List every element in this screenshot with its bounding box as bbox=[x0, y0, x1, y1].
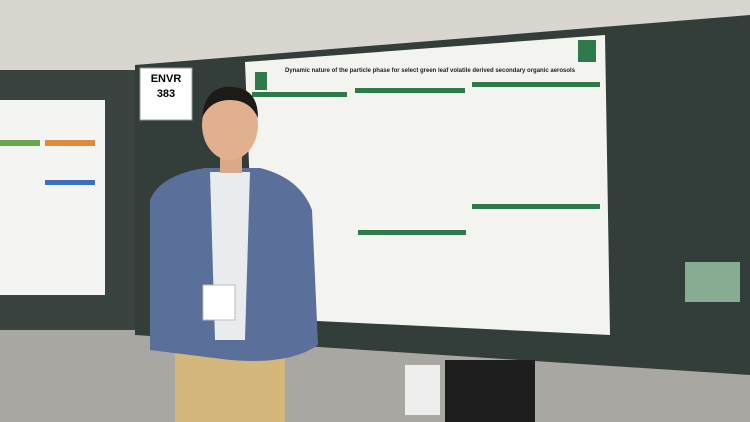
logo bbox=[578, 40, 596, 62]
section-bar bbox=[355, 88, 465, 93]
section-bar bbox=[252, 92, 347, 97]
badge bbox=[202, 284, 236, 321]
section-bar bbox=[472, 204, 600, 209]
logo bbox=[255, 72, 267, 90]
left-poster-bar bbox=[45, 140, 95, 146]
poster-title: Dynamic nature of the particle phase for… bbox=[285, 68, 576, 74]
left-poster bbox=[0, 100, 105, 295]
main-poster bbox=[245, 35, 610, 335]
section-bar bbox=[472, 82, 600, 87]
shopping-bag bbox=[405, 365, 440, 415]
background-person bbox=[445, 360, 535, 422]
plastic-bag bbox=[685, 262, 740, 302]
sign-number: 383 bbox=[157, 88, 175, 100]
section-bar bbox=[358, 230, 466, 235]
hair bbox=[202, 86, 258, 118]
sign-card bbox=[139, 67, 193, 121]
left-poster-bar bbox=[0, 140, 40, 146]
left-poster-bar bbox=[45, 180, 95, 185]
sign-label: ENVR bbox=[151, 73, 182, 85]
face bbox=[202, 90, 258, 160]
